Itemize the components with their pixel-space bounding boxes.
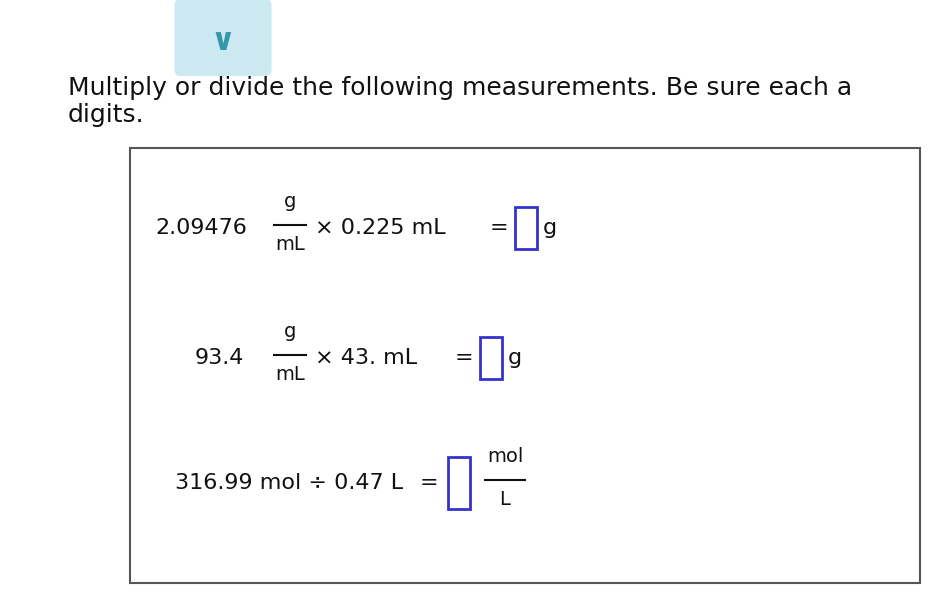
Text: × 0.225 mL: × 0.225 mL xyxy=(315,218,446,238)
Text: =: = xyxy=(420,473,439,493)
Bar xyxy=(515,207,537,249)
FancyBboxPatch shape xyxy=(174,0,271,76)
Text: g: g xyxy=(508,348,522,368)
Text: =: = xyxy=(490,218,508,238)
Text: =: = xyxy=(455,348,474,368)
Text: mL: mL xyxy=(275,235,305,254)
Text: mol: mol xyxy=(486,447,524,466)
Text: g: g xyxy=(284,322,296,341)
Text: × 43. mL: × 43. mL xyxy=(315,348,417,368)
Text: 93.4: 93.4 xyxy=(195,348,245,368)
Text: Multiply or divide the following measurements. Be sure each a: Multiply or divide the following measure… xyxy=(68,76,852,100)
Text: g: g xyxy=(284,192,296,211)
Text: g: g xyxy=(543,218,557,238)
Text: digits.: digits. xyxy=(68,103,145,127)
Bar xyxy=(130,148,920,583)
Text: 316.99 mol ÷ 0.47 L: 316.99 mol ÷ 0.47 L xyxy=(175,473,403,493)
Text: mL: mL xyxy=(275,365,305,384)
Text: 2.09476: 2.09476 xyxy=(155,218,247,238)
Text: L: L xyxy=(500,490,510,509)
Bar xyxy=(448,457,470,509)
Bar xyxy=(480,337,502,379)
Text: ∨: ∨ xyxy=(210,27,235,56)
